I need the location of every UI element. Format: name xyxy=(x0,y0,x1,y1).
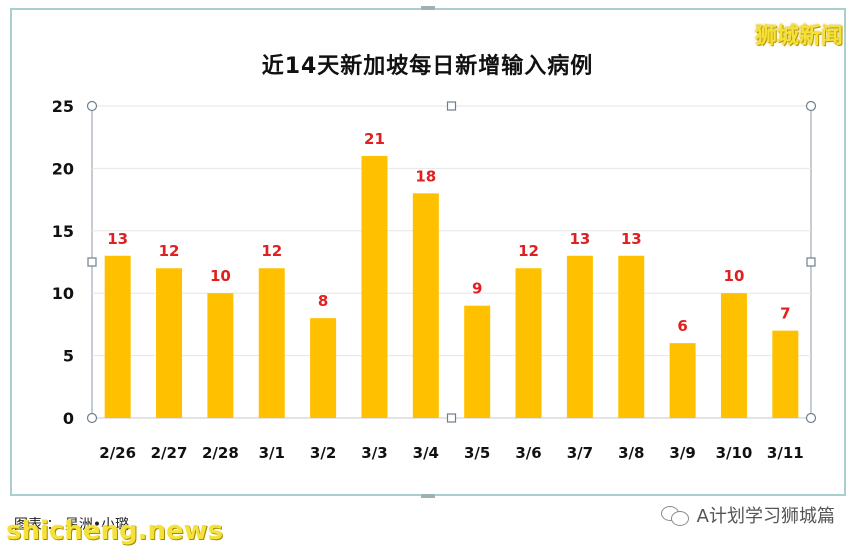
bar-value-label: 21 xyxy=(364,130,385,148)
bar[interactable] xyxy=(310,318,337,418)
bar-chart: 13 12 10 12 8 21 18 9 12 13 13 6 10 7 0 5 10 15 20 25 2/26… xyxy=(52,97,817,462)
bar-value-label: 18 xyxy=(415,167,436,185)
frame-resize-handle-bottom[interactable] xyxy=(421,494,435,498)
x-tick-label: 3/4 xyxy=(413,444,439,462)
bar-value-label: 6 xyxy=(677,317,687,335)
x-tick-label: 3/7 xyxy=(567,444,593,462)
bar-value-label: 8 xyxy=(318,292,328,310)
bar[interactable] xyxy=(207,293,234,418)
x-tick-label: 3/3 xyxy=(361,444,387,462)
watermark-site: shicheng.news xyxy=(6,516,224,546)
y-tick-label: 15 xyxy=(52,222,74,241)
bar[interactable] xyxy=(669,343,696,418)
x-axis-labels: 2/26 2/27 2/28 3/1 3/2 3/3 3/4 3/5 3/6 3/7 3/8 3/9 3… xyxy=(99,444,803,462)
bar[interactable] xyxy=(412,193,439,418)
bar-value-label: 10 xyxy=(210,267,231,285)
watermark-account: A计划学习狮城篇 xyxy=(660,502,835,528)
bar-value-label: 12 xyxy=(518,242,539,260)
x-tick-label: 2/28 xyxy=(202,444,239,462)
bar-value-label: 13 xyxy=(107,230,128,248)
resize-handle[interactable] xyxy=(806,257,816,267)
bar[interactable] xyxy=(772,330,799,418)
bar[interactable] xyxy=(720,293,747,418)
bar-value-label: 7 xyxy=(780,305,790,323)
x-tick-label: 3/2 xyxy=(310,444,336,462)
resize-handle[interactable] xyxy=(805,100,817,112)
gridlines xyxy=(92,105,811,419)
bar[interactable] xyxy=(515,268,542,418)
resize-handle[interactable] xyxy=(87,257,97,267)
resize-handle[interactable] xyxy=(805,412,817,424)
x-tick-label: 3/1 xyxy=(259,444,285,462)
x-tick-label: 3/8 xyxy=(618,444,644,462)
bar[interactable] xyxy=(361,155,388,419)
bars: 13 12 10 12 8 21 18 9 12 13 13 6 10 7 xyxy=(104,130,799,419)
chart-caption: 图表 ： 星洲•小璐 xyxy=(14,517,130,533)
x-tick-label: 2/26 xyxy=(99,444,136,462)
resize-handle[interactable] xyxy=(86,412,98,424)
bar-value-label: 12 xyxy=(159,242,180,260)
brand-logo: 狮城新闻 xyxy=(754,24,843,49)
x-tick-label: 2/27 xyxy=(151,444,188,462)
bar-value-label: 13 xyxy=(621,230,642,248)
y-axis-labels: 0 5 10 15 20 25 xyxy=(52,97,74,428)
resize-handle[interactable] xyxy=(446,413,457,423)
bar[interactable] xyxy=(618,255,645,418)
frame-resize-handle-top[interactable] xyxy=(421,6,435,10)
selection-handles[interactable] xyxy=(86,100,817,424)
resize-handle[interactable] xyxy=(86,100,98,112)
y-tick-label: 5 xyxy=(63,347,74,366)
chart-title: 近14天新加坡每日新增输入病例 xyxy=(261,54,594,79)
y-tick-label: 20 xyxy=(52,159,74,178)
bar-value-label: 12 xyxy=(261,242,282,260)
bar[interactable] xyxy=(258,268,285,418)
wechat-icon xyxy=(660,504,691,526)
x-tick-label: 3/11 xyxy=(767,444,804,462)
y-tick-label: 0 xyxy=(63,409,74,428)
bar[interactable] xyxy=(464,305,491,418)
bar-value-label: 13 xyxy=(569,230,590,248)
x-tick-label: 3/6 xyxy=(515,444,541,462)
plot-area-selection[interactable] xyxy=(91,105,812,419)
x-tick-label: 3/10 xyxy=(716,444,753,462)
bar[interactable] xyxy=(566,255,593,418)
x-tick-label: 3/5 xyxy=(464,444,490,462)
resize-handle[interactable] xyxy=(446,101,457,111)
y-tick-label: 10 xyxy=(52,284,74,303)
x-tick-label: 3/9 xyxy=(669,444,695,462)
bar-value-label: 9 xyxy=(472,280,482,298)
watermark-account-label: A计划学习狮城篇 xyxy=(696,506,835,527)
bar[interactable] xyxy=(104,255,131,418)
bar[interactable] xyxy=(156,268,183,418)
y-tick-label: 25 xyxy=(52,97,74,116)
bar-value-label: 10 xyxy=(724,267,745,285)
